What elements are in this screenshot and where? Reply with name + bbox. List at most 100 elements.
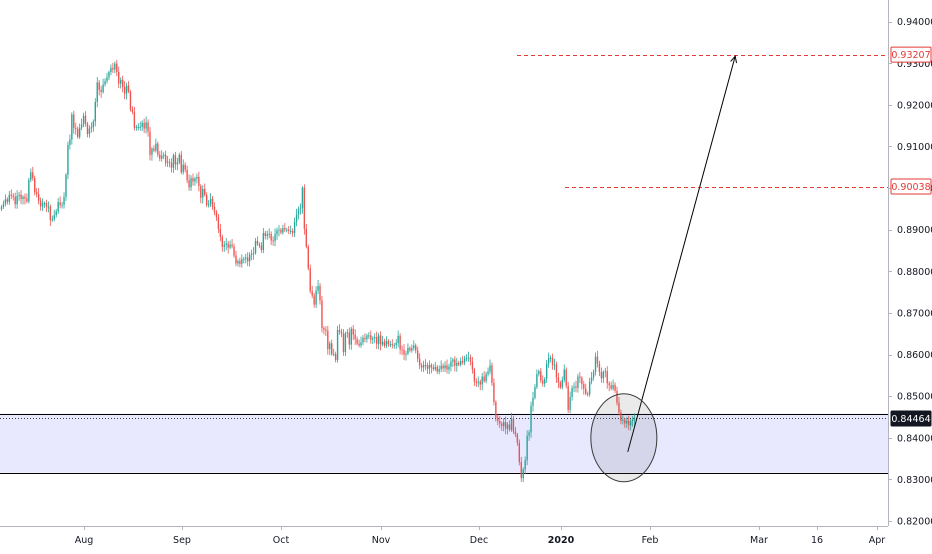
candle: [174, 151, 177, 170]
candle: [178, 152, 181, 165]
candle: [229, 240, 231, 250]
candle: [59, 196, 61, 209]
candle: [94, 98, 96, 127]
candle: [164, 150, 167, 167]
target-price-label[interactable]: 0.93207: [890, 46, 932, 63]
candle: [172, 153, 175, 173]
candle: [395, 339, 397, 350]
candle: [248, 252, 251, 267]
candle: [450, 357, 452, 372]
candle: [485, 371, 487, 384]
candle: [276, 227, 278, 240]
candle: [364, 333, 366, 343]
target-arrow[interactable]: [627, 56, 736, 453]
candle: [628, 415, 630, 431]
candle: [143, 118, 145, 134]
candle: [579, 372, 581, 384]
candle: [612, 379, 614, 391]
candle: [215, 210, 218, 222]
candle: [270, 231, 272, 246]
candle: [368, 332, 370, 340]
candle: [544, 377, 546, 388]
candle: [461, 355, 464, 365]
candle: [465, 354, 468, 362]
candle: [336, 325, 339, 363]
candle: [590, 372, 593, 385]
candle: [454, 356, 456, 372]
candle: [618, 396, 620, 416]
candle: [51, 215, 54, 222]
candle: [514, 426, 517, 438]
candle: [151, 146, 153, 161]
x-tick-label: Sep: [173, 535, 191, 546]
candle: [301, 186, 304, 214]
candle: [182, 159, 184, 175]
candle: [305, 223, 308, 249]
x-tick-label: Nov: [372, 535, 391, 546]
candle: [96, 76, 98, 108]
candle: [622, 415, 624, 425]
candle: [200, 183, 202, 204]
candle: [104, 78, 106, 87]
candle: [587, 391, 589, 397]
candle: [352, 325, 354, 341]
candle: [430, 363, 433, 374]
target-price-label[interactable]: 0.90038: [890, 178, 932, 195]
candle: [221, 234, 224, 252]
time-scale[interactable]: [0, 527, 888, 550]
candle: [149, 126, 151, 161]
candle: [209, 193, 212, 208]
candle: [418, 353, 421, 370]
x-tick-label: Apr: [869, 535, 886, 546]
highlight-circle[interactable]: [590, 393, 658, 483]
candle: [620, 409, 622, 425]
price-scale[interactable]: [889, 0, 932, 526]
candle: [594, 352, 597, 376]
candle: [588, 377, 591, 397]
x-tick-label: Mar: [750, 535, 768, 546]
candle: [24, 193, 26, 205]
candle: [14, 192, 16, 209]
candle: [82, 112, 85, 128]
candle: [350, 326, 352, 350]
candle: [356, 336, 358, 346]
candle: [481, 372, 483, 391]
candle: [12, 193, 14, 201]
candle: [567, 382, 569, 413]
candle: [551, 353, 554, 370]
candle: [35, 188, 38, 198]
candle: [569, 391, 571, 414]
candle: [65, 173, 67, 201]
candle: [483, 371, 485, 383]
candle: [497, 414, 499, 426]
candle: [549, 355, 552, 363]
candle: [446, 359, 448, 374]
candle: [413, 340, 415, 351]
candle: [604, 367, 606, 378]
candle: [18, 191, 20, 201]
current-price-label[interactable]: 0.84464: [890, 410, 932, 427]
candle: [133, 106, 136, 131]
candle: [118, 66, 120, 89]
candle: [123, 81, 126, 100]
candle: [26, 193, 28, 204]
candle: [561, 376, 563, 390]
candle: [389, 340, 392, 348]
candle: [108, 70, 110, 81]
candle: [131, 106, 134, 115]
candle: [37, 188, 40, 205]
x-tick-label: Oct: [273, 535, 290, 546]
candle: [522, 467, 524, 483]
candle: [323, 326, 325, 335]
candle: [291, 228, 294, 237]
support-zone: [0, 413, 888, 473]
candle: [512, 415, 515, 434]
candle: [252, 247, 255, 260]
candle: [176, 157, 179, 171]
candle: [98, 79, 100, 96]
